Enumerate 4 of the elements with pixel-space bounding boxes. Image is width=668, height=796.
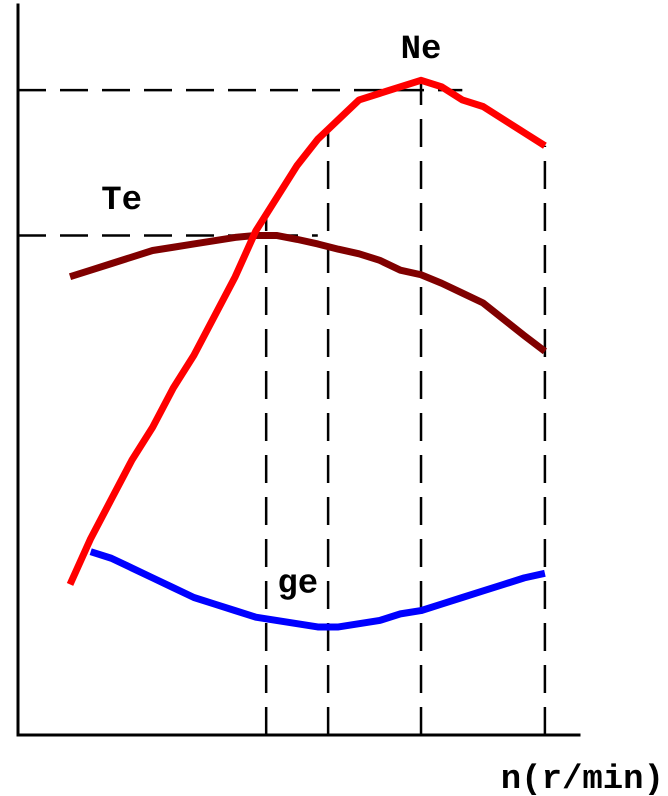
series-label: ge xyxy=(277,566,318,604)
series-label: Ne xyxy=(400,30,442,69)
series-label: Te xyxy=(101,182,142,220)
x-axis-title: n(r/min) xyxy=(500,761,664,796)
